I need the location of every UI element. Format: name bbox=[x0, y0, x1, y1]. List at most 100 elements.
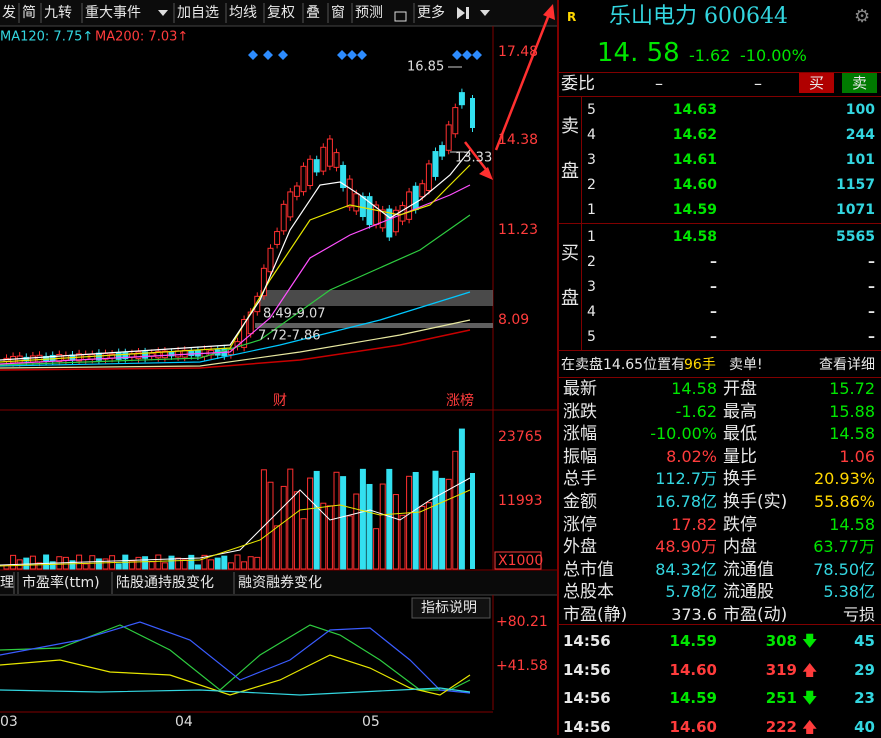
toolbar-button[interactable]: 更多 bbox=[417, 4, 445, 21]
book-level: 2 bbox=[587, 254, 596, 270]
help-button[interactable] bbox=[411, 597, 491, 619]
row-divider bbox=[559, 377, 881, 378]
candle-body bbox=[320, 146, 327, 172]
volume-bar bbox=[406, 475, 413, 570]
candle-body bbox=[452, 107, 459, 135]
indicator-line bbox=[0, 624, 471, 691]
indicator-tab[interactable]: 理 bbox=[0, 575, 14, 591]
candle-body bbox=[419, 183, 426, 198]
volume-bar bbox=[392, 494, 399, 570]
volume-bar bbox=[247, 556, 254, 570]
book-volume: – bbox=[868, 304, 875, 320]
candle-body bbox=[458, 92, 465, 106]
candle-body bbox=[142, 351, 149, 359]
toolbar-button[interactable]: 加自选 bbox=[177, 5, 219, 21]
indicator-axis-label: +41.58 bbox=[496, 658, 548, 674]
book-volume: 244 bbox=[845, 127, 875, 143]
trade-count: 23 bbox=[854, 689, 875, 708]
toolbar-button[interactable]: 九转 bbox=[44, 5, 72, 21]
dropdown-icon[interactable] bbox=[480, 10, 490, 16]
toolbar-button[interactable]: 复权 bbox=[267, 4, 295, 21]
book-volume: 101 bbox=[845, 152, 875, 168]
volume-bar bbox=[29, 555, 36, 570]
stat-label: 涨跌 bbox=[563, 401, 597, 422]
volume-bar bbox=[458, 428, 465, 570]
volume-bar bbox=[49, 561, 56, 570]
dropdown-icon[interactable] bbox=[158, 10, 168, 16]
settings-icon[interactable]: ⚙ bbox=[854, 6, 871, 27]
book-price: 14.58 bbox=[672, 229, 717, 245]
volume-bar bbox=[353, 493, 360, 570]
candle-body bbox=[122, 352, 129, 360]
toolbar-button[interactable]: 简 bbox=[22, 4, 36, 21]
toolbar-button[interactable]: 发 bbox=[2, 5, 16, 21]
toolbar-button[interactable]: 窗 bbox=[331, 4, 345, 21]
axis-box bbox=[494, 551, 542, 570]
stat-label: 涨幅 bbox=[563, 424, 597, 445]
book-level: 5 bbox=[587, 102, 596, 118]
volume-bar bbox=[470, 473, 475, 569]
trade-direction: 🡇 bbox=[802, 689, 818, 708]
candle-body bbox=[470, 98, 475, 128]
candle-body bbox=[386, 208, 393, 238]
ma-line bbox=[0, 291, 471, 367]
volume-bar bbox=[274, 525, 281, 570]
stat-label: 市盈(静) bbox=[563, 605, 628, 625]
help-button-label[interactable]: 指标说明 bbox=[421, 600, 477, 616]
volume-bar bbox=[366, 483, 373, 570]
volume-bar bbox=[36, 562, 43, 570]
volume-bar bbox=[234, 554, 241, 570]
trade-time: 14:56 bbox=[563, 718, 611, 737]
toolbar-button[interactable]: 叠 bbox=[306, 5, 320, 21]
sell-button[interactable]: 卖 bbox=[842, 73, 878, 93]
volume-bar bbox=[379, 483, 386, 570]
volume-bar bbox=[82, 563, 89, 570]
candle-body bbox=[412, 185, 419, 211]
trade-count: 45 bbox=[854, 632, 875, 650]
volume-bar bbox=[168, 555, 175, 570]
ma-legend: MA200: 7.03↑ bbox=[95, 30, 188, 45]
volume-bar bbox=[419, 505, 426, 570]
stat-value: 14.58 bbox=[829, 514, 875, 534]
stat-label: 换手(实) bbox=[723, 492, 788, 512]
toolbar-button[interactable]: 均线 bbox=[229, 5, 257, 21]
toolbar-button[interactable]: 重大事件 bbox=[85, 5, 141, 21]
row-divider bbox=[559, 350, 881, 351]
lock-icon[interactable] bbox=[394, 11, 407, 22]
candle-body bbox=[313, 159, 320, 173]
stat-label: 外盘 bbox=[563, 537, 597, 558]
stat-label: 量比 bbox=[723, 446, 757, 467]
trade-direction: 🡇 bbox=[802, 632, 818, 650]
volume-bar bbox=[175, 557, 182, 570]
kline-panel: 发简九转 重大事件 加自选 均线 复权叠窗预测 更多 MA120: 7.75↑ MA200: … bbox=[0, 0, 557, 730]
candle-body bbox=[346, 178, 353, 208]
volume-bar bbox=[102, 558, 109, 570]
trade-time: 14:56 bbox=[563, 660, 611, 679]
volume-bar bbox=[89, 555, 96, 570]
book-level: 5 bbox=[587, 329, 596, 345]
toolbar-button[interactable]: 预测 bbox=[355, 5, 383, 21]
stat-label: 金额 bbox=[563, 492, 597, 512]
range-band bbox=[255, 323, 493, 328]
volume-axis-label: 11993 bbox=[498, 493, 543, 509]
book-volume: – bbox=[868, 254, 875, 270]
market-badge: R bbox=[567, 10, 577, 24]
volume-axis-label: 23765 bbox=[498, 429, 543, 445]
stat-label: 最低 bbox=[723, 424, 757, 445]
book-volume: 100 bbox=[845, 102, 875, 118]
stat-value: -1.62 bbox=[675, 401, 717, 421]
notice-link[interactable]: 查看详细 bbox=[819, 357, 875, 373]
stat-value: 373.6 bbox=[671, 605, 717, 624]
indicator-tab[interactable]: 融资融券变化 bbox=[238, 575, 322, 591]
buy-button[interactable]: 买 bbox=[799, 73, 835, 93]
candle-body bbox=[326, 138, 333, 167]
stat-value: 78.50亿 bbox=[813, 559, 875, 579]
ma-line bbox=[0, 319, 471, 369]
indicator-tab[interactable]: 陆股通持股变化 bbox=[116, 575, 214, 591]
candle-body bbox=[359, 195, 366, 218]
indicator-tab[interactable]: 市盈率(ttm) bbox=[22, 574, 100, 591]
volume-bar bbox=[326, 505, 333, 570]
stat-value: 1.06 bbox=[839, 446, 875, 466]
next-icon[interactable] bbox=[457, 7, 469, 19]
